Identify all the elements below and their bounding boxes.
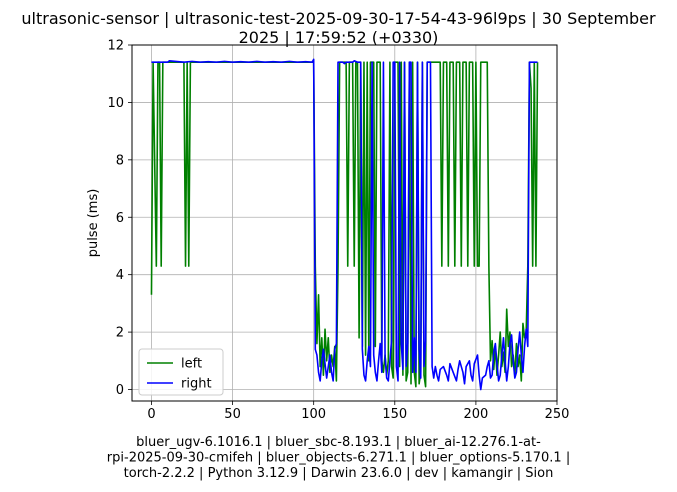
x-axis-label-line: bluer_ugv-6.1016.1 | bluer_sbc-8.193.1 |…: [136, 435, 541, 450]
x-tick-label: 250: [545, 407, 570, 422]
x-tick-label: 0: [147, 407, 155, 422]
x-tick-label: 200: [463, 407, 488, 422]
series-line-right: [151, 58, 538, 391]
y-axis-ticks: 0 2 4 6 8 10 12: [107, 39, 132, 398]
y-tick-label: 2: [116, 326, 124, 341]
x-axis-ticks: 0 50 100 150 200 250: [147, 401, 569, 422]
legend-label: left: [181, 357, 202, 372]
series-lines: [150, 58, 539, 391]
chart-title: ultrasonic-sensor | ultrasonic-test-2025…: [21, 9, 656, 47]
y-tick-label: 12: [107, 39, 124, 54]
y-tick-label: 6: [116, 211, 124, 226]
chart-title-line: 2025 | 17:59:52 (+0330): [239, 28, 439, 47]
legend-label: right: [181, 377, 212, 392]
x-tick-label: 50: [224, 407, 241, 422]
x-tick-label: 150: [382, 407, 407, 422]
x-axis-label-line: rpi-2025-09-30-cmifeh | bluer_objects-6.…: [107, 451, 570, 466]
x-axis-label-line: torch-2.2.2 | Python 3.12.9 | Darwin 23.…: [124, 466, 554, 481]
legend: left right: [138, 348, 224, 396]
y-tick-label: 8: [116, 153, 124, 168]
plot-frame: [131, 44, 558, 402]
chart-title-line: ultrasonic-sensor | ultrasonic-test-2025…: [21, 9, 656, 28]
y-axis-label: pulse (ms): [86, 189, 101, 258]
y-tick-label: 4: [116, 268, 124, 283]
series-line-left: [150, 61, 539, 388]
x-axis-label: bluer_ugv-6.1016.1 | bluer_sbc-8.193.1 |…: [107, 435, 570, 481]
y-tick-label: 10: [107, 96, 124, 111]
y-tick-label: 0: [116, 383, 124, 398]
x-tick-label: 100: [301, 407, 326, 422]
